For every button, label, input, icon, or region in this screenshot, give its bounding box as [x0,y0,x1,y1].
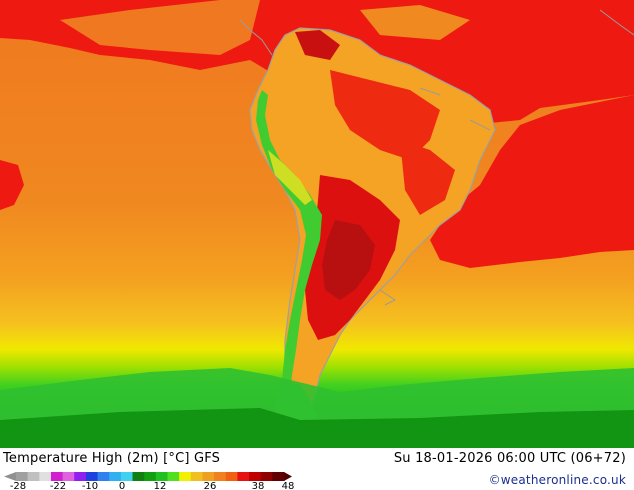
legend-arrow-left [4,472,16,481]
legend-swatch [97,472,110,481]
legend-tick-label: -10 [82,481,98,490]
legend-tick-label: -28 [10,481,26,490]
coastline-outline [239,9,634,306]
legend-swatch [27,472,40,481]
color-legend: -28 -22 -10 0 12 26 38 48 [4,472,295,490]
legend-swatch [85,472,99,481]
legend-swatch [225,472,238,481]
north-orange-wedge [60,0,260,55]
pampas-very-hot [322,220,375,300]
legend-swatch [62,472,75,481]
map-footer: Temperature High (2m) [°C] GFS Su 18-01-… [0,448,634,490]
legend-swatch [272,472,285,481]
caribbean-orange [360,5,470,40]
legend-swatch [74,472,87,481]
legend-swatch [16,472,29,481]
legend-swatch [39,472,52,481]
andes-yellow-margin [268,150,312,205]
andes-cool-strip [256,90,322,410]
legend-swatch [260,472,273,481]
legend-swatch [120,472,134,481]
atlantic-hot-region [430,95,634,268]
legend-tick-label: 12 [154,481,167,490]
legend-swatch [167,472,180,481]
legend-swatch [109,472,122,481]
pacific-hot-patch [0,160,24,210]
legend-tick-label: 38 [252,481,265,490]
legend-tick-label: -22 [50,481,66,490]
legend-swatch [132,472,145,481]
temperature-map [0,0,634,448]
legend-swatch [249,472,262,481]
legend-arrow-right [284,472,292,481]
credit-link[interactable]: ©weatheronline.co.uk [488,473,626,487]
legend-swatch [155,472,168,481]
legend-swatch [50,472,64,481]
amazon-hot-core [330,70,440,160]
brazil-highlands-hot [400,140,455,215]
legend-swatch [144,472,157,481]
legend-swatch [190,472,203,481]
legend-swatch [202,472,215,481]
north-coast-hot [295,30,340,60]
legend-swatch [214,472,227,481]
map-title: Temperature High (2m) [°C] GFS [3,451,221,466]
legend-tick-label: 26 [204,481,217,490]
legend-tick-label: 48 [282,481,295,490]
legend-swatch [237,472,250,481]
legend-tick-label: 0 [119,481,125,490]
map-datetime: Su 18-01-2026 06:00 UTC (06+72) [393,451,626,466]
southern-dark-green [0,408,634,448]
legend-swatch [179,472,192,481]
